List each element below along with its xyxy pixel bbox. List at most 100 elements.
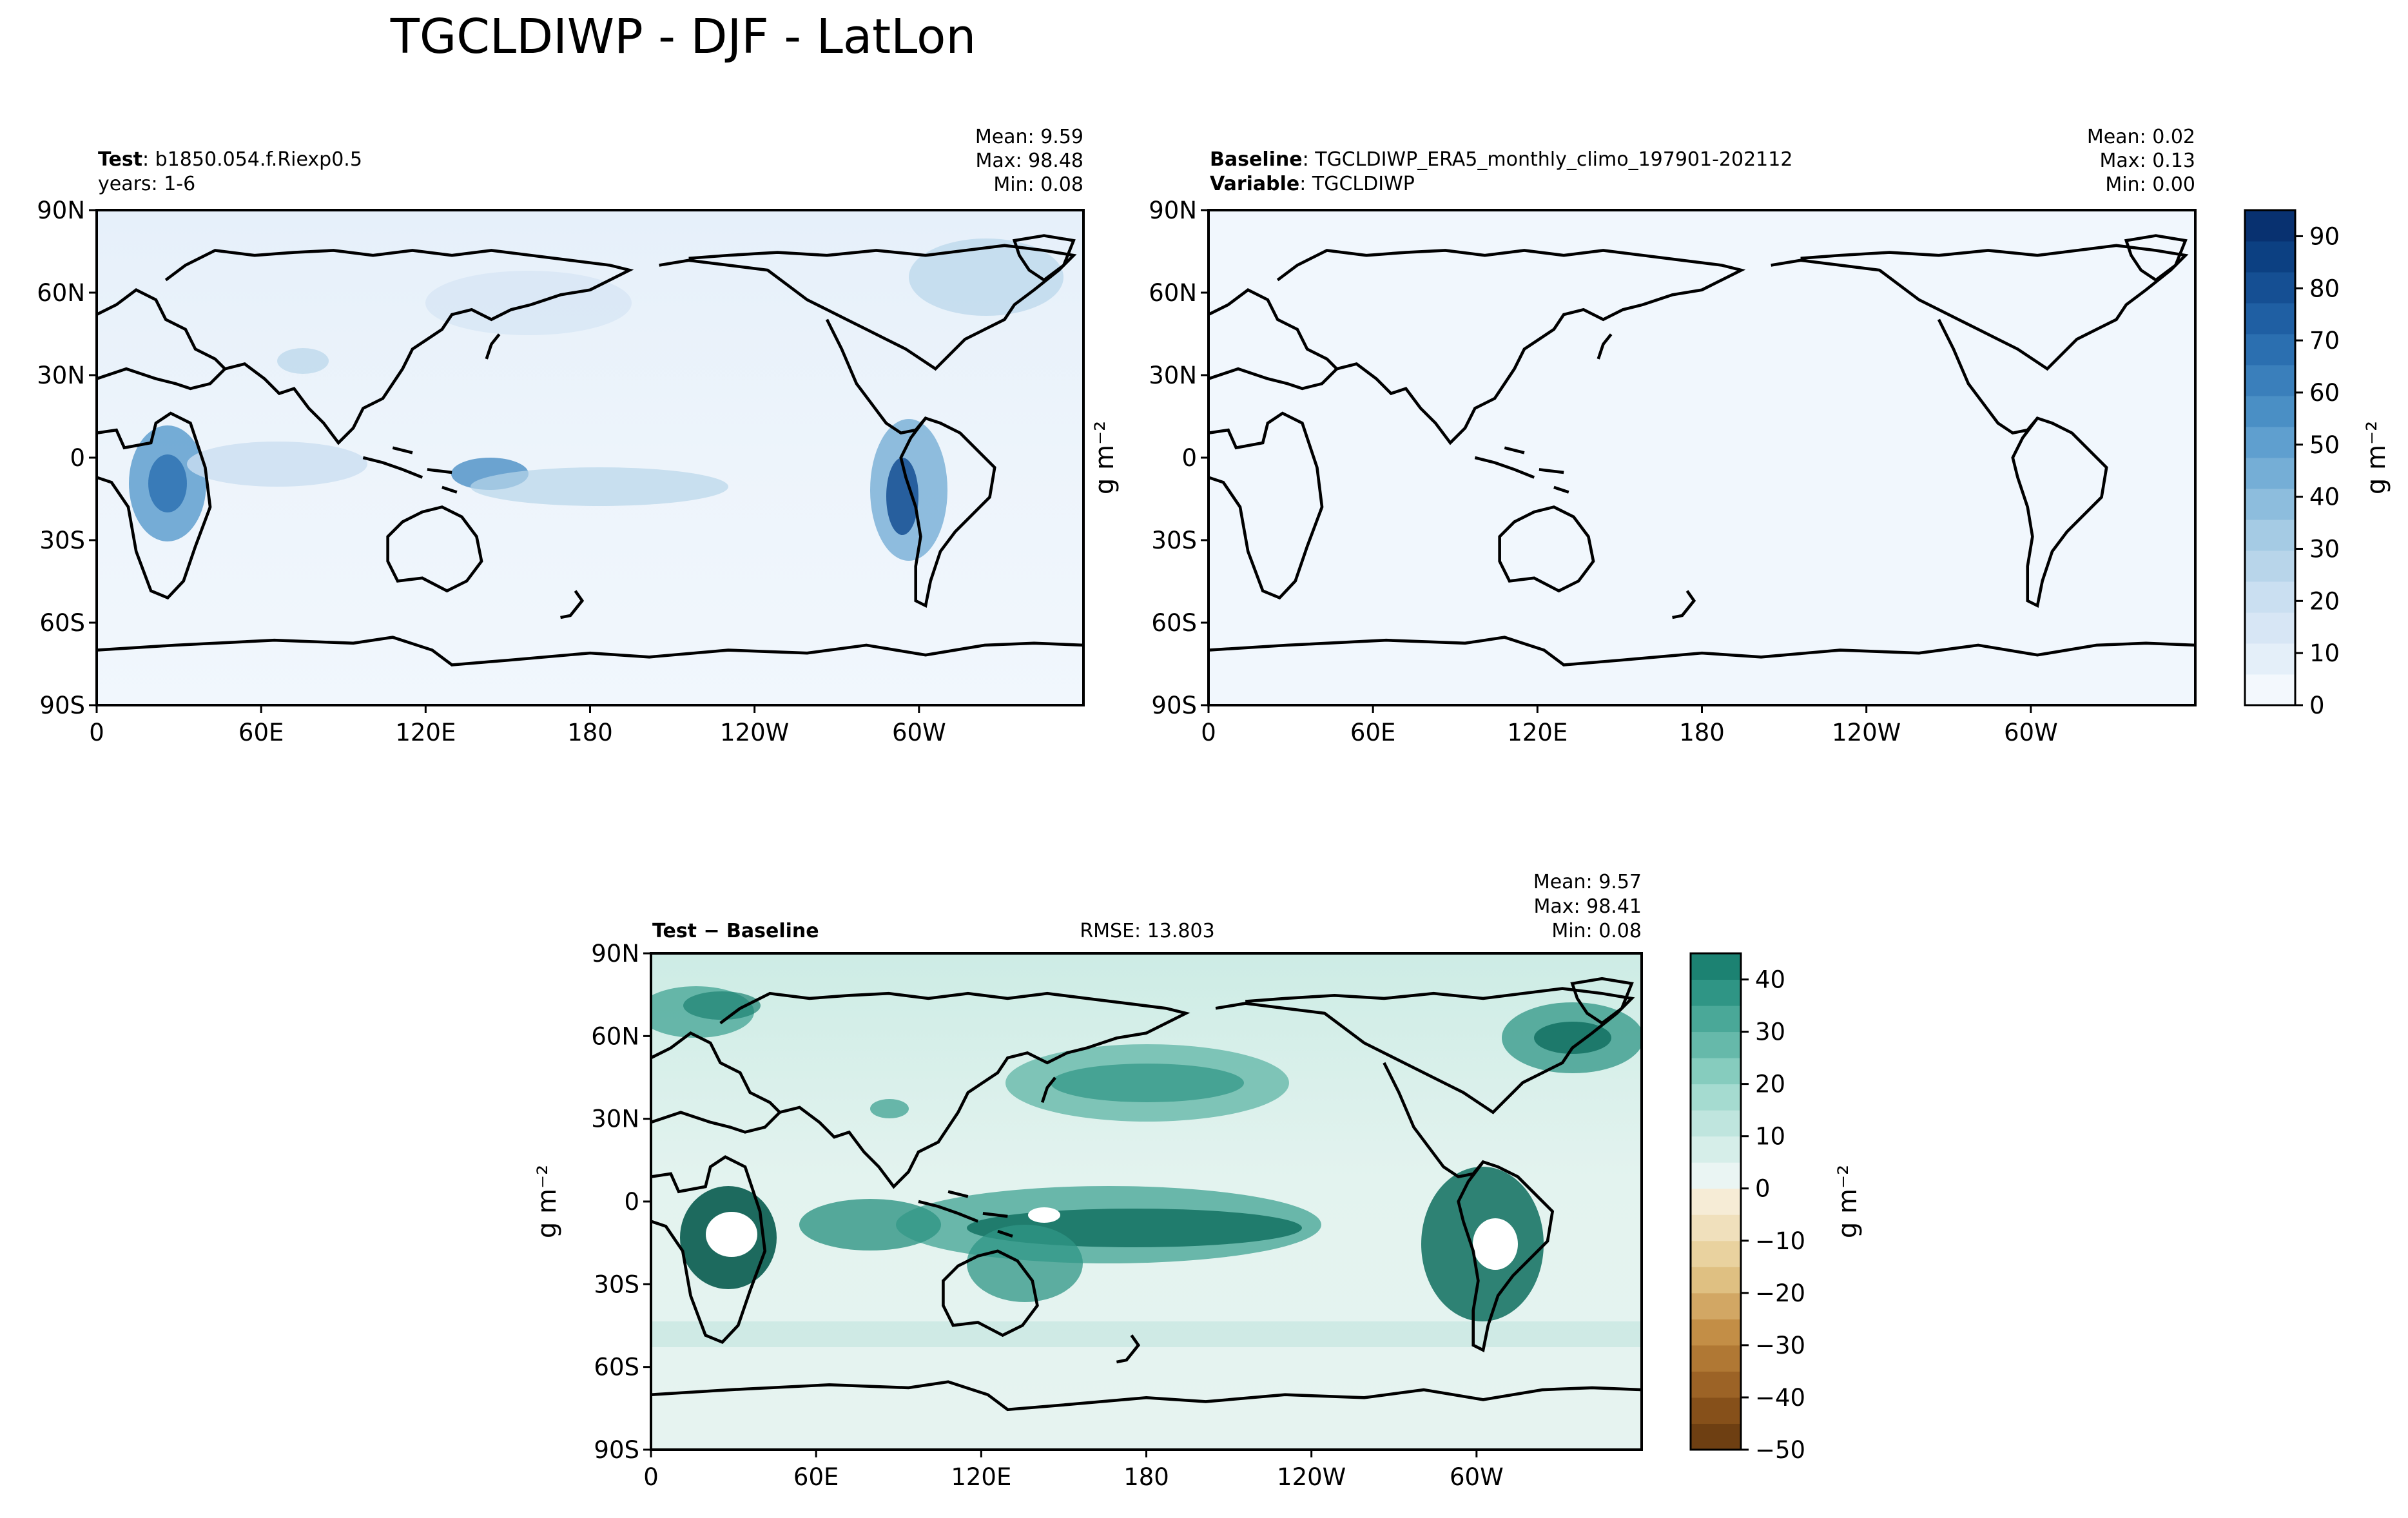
- x-tick-label: 120W: [720, 719, 789, 746]
- colorbar-diff-label: g m⁻²: [1833, 1165, 1863, 1238]
- colorbar-diff-tick-label: 0: [1755, 1175, 1771, 1203]
- colorbar-blues-swatch: [2245, 458, 2295, 489]
- colorbar-diff-swatch: [1691, 1319, 1741, 1346]
- colorbar-diff: 40 30 20 10 0 −10 −20 −30 −40 −50: [1689, 952, 1805, 1464]
- diff-x-ticks: 0 60E 120E 180 120W 60W: [643, 1450, 1504, 1491]
- diff-max: Max: 98.41: [1533, 895, 1642, 918]
- y-tick-label: 60S: [39, 609, 85, 637]
- colorbar-blues-swatch: [2245, 334, 2295, 365]
- x-tick-label: 60E: [1350, 719, 1395, 746]
- colorbar-blues-swatch: [2245, 303, 2295, 335]
- colorbar-blues-swatch: [2245, 550, 2295, 582]
- baseline-panel: Baseline: TGCLDIWP_ERA5_monthly_climo_19…: [1090, 126, 2197, 746]
- y-tick-label: 30N: [1149, 362, 1197, 389]
- colorbar-blues-tick-label: 10: [2309, 639, 2340, 667]
- y-tick-label: 0: [70, 444, 85, 472]
- colorbar-blues-swatch: [2245, 612, 2295, 644]
- colorbar-blues-label: g m⁻²: [2362, 421, 2391, 494]
- colorbar-diff-tick-label: −20: [1755, 1280, 1805, 1307]
- colorbar-diff-swatch: [1691, 1423, 1741, 1450]
- colorbar-blues-swatch: [2245, 581, 2295, 613]
- colorbar-blues-tick-label: 90: [2309, 222, 2340, 250]
- y-tick-label: 30N: [591, 1105, 639, 1133]
- y-tick-label: 90N: [1149, 197, 1197, 224]
- colorbar-blues-swatch: [2245, 272, 2295, 304]
- baseline-min: Min: 0.00: [2105, 173, 2195, 196]
- test-label: Test: b1850.054.f.Riexp0.5: [98, 148, 362, 171]
- baseline-map-field: [1209, 210, 2195, 705]
- diff-label: Test − Baseline: [652, 920, 819, 942]
- colorbar-diff-tick-label: −50: [1755, 1436, 1805, 1464]
- colorbar-blues-swatch: [2245, 489, 2295, 520]
- y-tick-label: 60S: [1151, 609, 1197, 637]
- colorbar-blues-tick-label: 20: [2309, 587, 2340, 615]
- colorbar-diff-swatch: [1691, 1006, 1741, 1033]
- y-tick-label: 30N: [37, 362, 85, 389]
- colorbar-blues-swatch: [2245, 674, 2295, 706]
- colorbar-diff-swatch: [1691, 1240, 1741, 1267]
- baseline-ylabel: g m⁻²: [1090, 421, 1120, 494]
- colorbar-blues-tick-label: 30: [2309, 535, 2340, 563]
- y-tick-label: 30S: [594, 1270, 639, 1298]
- colorbar-blues-swatch: [2245, 210, 2295, 242]
- colorbar-diff-swatch: [1691, 1292, 1741, 1319]
- colorbar-blues-swatch: [2245, 643, 2295, 675]
- colorbar-diff-tick-label: −30: [1755, 1332, 1805, 1359]
- x-tick-label: 60W: [2004, 719, 2058, 746]
- x-tick-label: 120W: [1277, 1463, 1346, 1491]
- colorbar-diff-swatch: [1691, 1084, 1741, 1111]
- x-tick-label: 120E: [1507, 719, 1568, 746]
- x-tick-label: 60W: [892, 719, 946, 746]
- test-mean: Mean: 9.59: [975, 126, 1083, 148]
- colorbar-blues-tick-label: 40: [2309, 483, 2340, 511]
- x-tick-label: 120E: [951, 1463, 1011, 1491]
- baseline-label: Baseline: TGCLDIWP_ERA5_monthly_climo_19…: [1210, 148, 1792, 171]
- y-tick-label: 90S: [1151, 692, 1197, 719]
- colorbar-blues-tick-label: 0: [2309, 692, 2325, 719]
- x-tick-label: 180: [567, 719, 613, 746]
- x-tick-label: 0: [643, 1463, 659, 1491]
- colorbar-diff-tick-label: 30: [1755, 1018, 1785, 1046]
- baseline-y-ticks: 90N 60N 30N 0 30S 60S 90S: [1149, 197, 1209, 719]
- baseline-x-ticks: 0 60E 120E 180 120W 60W: [1201, 705, 2058, 746]
- x-tick-label: 180: [1679, 719, 1725, 746]
- colorbar-blues-swatch: [2245, 427, 2295, 458]
- y-tick-label: 90S: [39, 692, 85, 719]
- colorbar-diff-swatch: [1691, 1136, 1741, 1163]
- test-min: Min: 0.08: [993, 173, 1083, 196]
- colorbar-diff-swatch: [1691, 1214, 1741, 1241]
- colorbar-diff-swatch: [1691, 1188, 1741, 1215]
- test-sub-label: years: 1-6: [98, 173, 195, 195]
- test-panel: Test: b1850.054.f.Riexp0.5 years: 1-6 Me…: [37, 126, 1085, 746]
- colorbar-diff-tick-label: 40: [1755, 966, 1785, 994]
- colorbar-blues-tick-label: 50: [2309, 431, 2340, 459]
- colorbar-diff-swatch: [1691, 1031, 1741, 1058]
- colorbar-blues: 0 10 20 30 40 50 60 70 80 90: [2244, 209, 2340, 719]
- y-tick-label: 90N: [591, 940, 639, 968]
- colorbar-blues-swatch: [2245, 520, 2295, 551]
- colorbar-diff-swatch: [1691, 979, 1741, 1006]
- colorbar-blues-swatch: [2245, 396, 2295, 427]
- colorbar-diff-tick-label: −10: [1755, 1227, 1805, 1255]
- y-tick-label: 90S: [594, 1436, 639, 1464]
- x-tick-label: 120E: [395, 719, 456, 746]
- y-tick-label: 0: [1181, 444, 1197, 472]
- figure-title: TGCLDIWP - DJF - LatLon: [390, 9, 976, 64]
- y-tick-label: 60N: [37, 279, 85, 307]
- baseline-variable-label: Variable: TGCLDIWP: [1210, 173, 1415, 195]
- colorbar-blues-tick-label: 70: [2309, 327, 2340, 355]
- colorbar-diff-tick-label: 10: [1755, 1123, 1785, 1151]
- y-tick-label: 90N: [37, 197, 85, 224]
- baseline-max: Max: 0.13: [2100, 150, 2195, 172]
- diff-y-ticks: 90N 60N 30N 0 30S 60S 90S: [591, 940, 651, 1464]
- colorbar-blues-tick-label: 80: [2309, 275, 2340, 302]
- y-tick-label: 60S: [594, 1354, 639, 1381]
- colorbar-diff-tick-label: −40: [1755, 1384, 1805, 1412]
- colorbar-blues-tick-label: 60: [2309, 379, 2340, 407]
- colorbar-blues-swatch: [2245, 241, 2295, 273]
- y-tick-label: 60N: [591, 1022, 639, 1050]
- colorbar-diff-swatch: [1691, 1397, 1741, 1424]
- x-tick-label: 60E: [238, 719, 284, 746]
- test-y-ticks: 90N 60N 30N 0 30S 60S 90S: [37, 197, 97, 719]
- diff-min: Min: 0.08: [1551, 920, 1642, 942]
